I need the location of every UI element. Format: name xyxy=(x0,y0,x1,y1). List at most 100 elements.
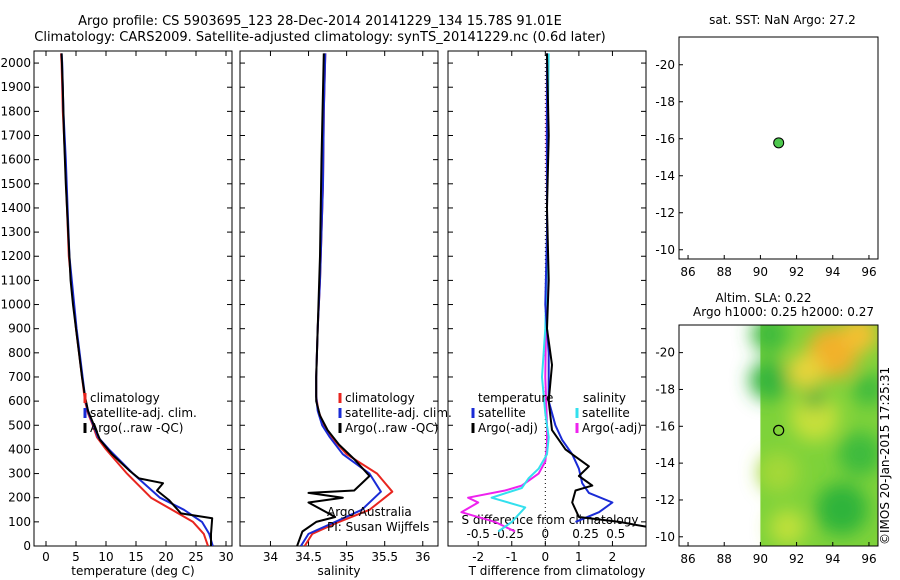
legend-label: satellite xyxy=(582,406,630,420)
y-tick-label: 1300 xyxy=(0,225,31,239)
y-tick-label: -20 xyxy=(655,346,675,360)
x-tick-label: 94 xyxy=(825,552,840,566)
y-tick-label: 400 xyxy=(8,442,31,456)
credit-text: ©IMOS 20-Jan-2015 17:25:31 xyxy=(878,366,892,545)
x-tick-label: 90 xyxy=(753,265,768,279)
title-line-2: Climatology: CARS2009. Satellite-adjuste… xyxy=(34,30,606,45)
y-tick-label: -10 xyxy=(655,530,675,544)
y-tick-label: -12 xyxy=(655,206,675,220)
sla-title-1: Altim. SLA: 0.22 xyxy=(715,291,811,305)
y-tick-label: -16 xyxy=(655,419,675,433)
diff-series-line xyxy=(544,53,614,523)
x-tick-label: 5 xyxy=(72,550,80,564)
y-tick-label: 1200 xyxy=(0,249,31,263)
note-line: Argo Australia xyxy=(327,505,412,519)
y-tick-label: 1400 xyxy=(0,201,31,215)
y-tick-label: 1900 xyxy=(0,80,31,94)
legend-label: satellite xyxy=(478,406,526,420)
x-tick-label: 0 xyxy=(542,550,550,564)
argo-position-marker xyxy=(773,137,785,149)
legend-label: Argo(-adj) xyxy=(478,421,538,435)
x-tick-label: 35.5 xyxy=(371,550,398,564)
y-tick-label: 500 xyxy=(8,418,31,432)
legend-label: Argo(..raw -QC) xyxy=(90,421,183,435)
x-tick-label: -2 xyxy=(472,550,484,564)
sla-blob xyxy=(841,325,878,353)
x-tick-label: 86 xyxy=(680,265,695,279)
sla-blob xyxy=(852,373,878,406)
y-tick-label: 700 xyxy=(8,370,31,384)
legend-label: climatology xyxy=(90,391,160,405)
y-tick-label: 1100 xyxy=(0,273,31,287)
y-tick-label: -14 xyxy=(655,169,675,183)
sla-blob xyxy=(758,452,799,493)
y-tick-label: -10 xyxy=(655,243,675,257)
sal-plot-frame xyxy=(239,50,439,547)
sla-blob xyxy=(804,388,825,409)
legend-label: Argo(..raw -QC) xyxy=(345,421,438,435)
x-tick-label: 0 xyxy=(42,550,50,564)
temp-series-line xyxy=(60,53,214,546)
temp-plot-frame xyxy=(33,50,233,547)
y-tick-label: -20 xyxy=(655,58,675,72)
y-tick-label: 100 xyxy=(8,515,31,529)
title-line-1: Argo profile: CS 5903695_123 28-Dec-2014… xyxy=(78,14,562,29)
y-tick-label: 800 xyxy=(8,346,31,360)
x-tick-label: -1 xyxy=(506,550,518,564)
y-tick-label: 600 xyxy=(8,394,31,408)
sla-blob xyxy=(815,483,868,536)
sla-title-2: Argo h1000: 0.25 h2000: 0.27 xyxy=(693,305,874,319)
x-tick-label-salinity: -0.5 xyxy=(466,527,489,541)
x-tick-label: 34.5 xyxy=(295,550,322,564)
sla-blob xyxy=(837,431,878,476)
legend-title: salinity xyxy=(583,391,626,405)
y-tick-label: 200 xyxy=(8,491,31,505)
argo-position-marker xyxy=(773,424,785,436)
x-tick-label: 96 xyxy=(861,265,876,279)
y-tick-label: 1700 xyxy=(0,129,31,143)
y-tick-label: 2000 xyxy=(0,56,31,70)
sla-blob xyxy=(751,325,788,353)
temp-series-line xyxy=(60,53,209,546)
sal-series-line xyxy=(296,53,371,546)
x-tick-label: 35 xyxy=(339,550,354,564)
sst-plot-frame xyxy=(678,36,879,260)
x-tick-label: 86 xyxy=(680,552,695,566)
x-tick-label: 88 xyxy=(717,552,732,566)
x-tick-label: 2 xyxy=(609,550,617,564)
sla-heatmap xyxy=(749,325,878,546)
y-tick-label: 1500 xyxy=(0,177,31,191)
x-tick-label: 15 xyxy=(128,550,143,564)
x-tick-label-salinity: 0 xyxy=(542,527,550,541)
x-tick-label-salinity: 0.25 xyxy=(572,527,599,541)
diff-x-axis-label: T difference from climatology xyxy=(468,564,646,578)
x-tick-label: 94 xyxy=(825,265,840,279)
sal-x-axis-label: salinity xyxy=(317,564,360,578)
x-tick-label: 34 xyxy=(263,550,278,564)
y-tick-label: 1800 xyxy=(0,104,31,118)
x-tick-label-salinity: 0.5 xyxy=(606,527,625,541)
x-tick-label: 92 xyxy=(789,265,804,279)
x-tick-label: 90 xyxy=(753,552,768,566)
x-tick-label: 96 xyxy=(861,552,876,566)
x-tick-label: 1 xyxy=(575,550,583,564)
sla-blob xyxy=(769,509,806,546)
x-tick-label: 36 xyxy=(415,550,430,564)
legend-label: satellite-adj. clim. xyxy=(90,406,197,420)
y-tick-label: 1600 xyxy=(0,153,31,167)
y-tick-label: -16 xyxy=(655,132,675,146)
x-tick-label: 25 xyxy=(188,550,203,564)
y-tick-label: 300 xyxy=(8,467,31,481)
x-tick-label: 92 xyxy=(789,552,804,566)
sla-blob xyxy=(787,353,824,390)
legend-label: climatology xyxy=(345,391,415,405)
y-tick-label: -18 xyxy=(655,382,675,396)
diff-plot-frame xyxy=(447,50,647,547)
sla-blob xyxy=(790,393,839,442)
diff-series-line xyxy=(460,53,548,533)
sal-series-line xyxy=(300,53,382,546)
sla-blob xyxy=(749,360,790,401)
x-tick-label: 30 xyxy=(218,550,233,564)
sla-blobs xyxy=(749,325,878,546)
